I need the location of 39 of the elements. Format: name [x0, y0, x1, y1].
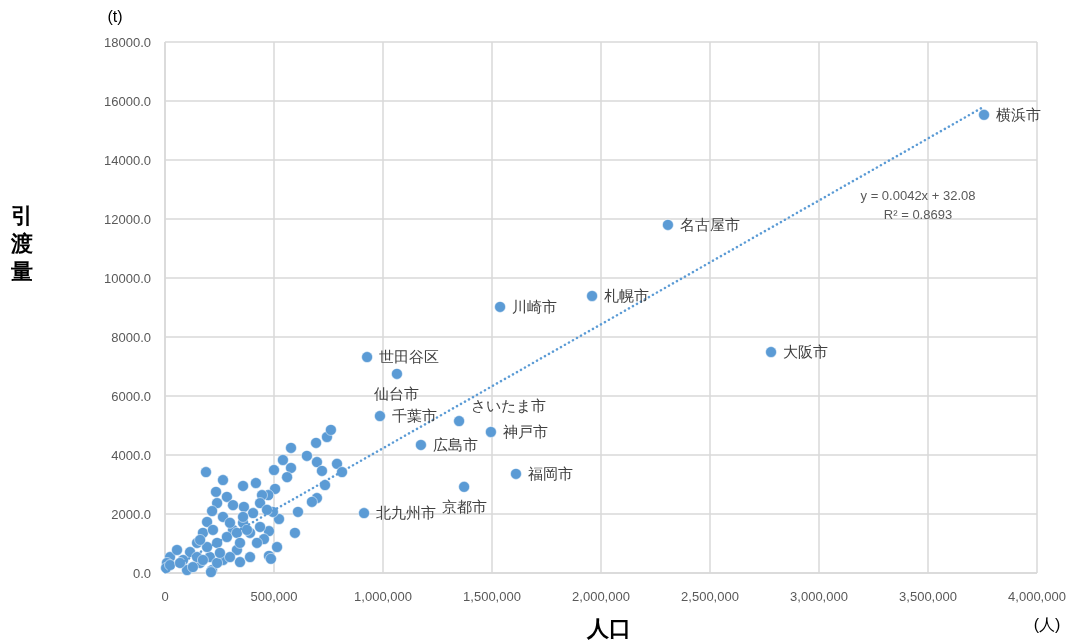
annotation: 千葉市	[391, 407, 437, 425]
y-tick-label: 2000.0	[111, 507, 151, 522]
y-tick-label: 12000.0	[104, 212, 151, 227]
text: (人)	[1033, 616, 1061, 633]
x-tick-label: 3,000,000	[790, 589, 848, 604]
annotation: R² = 0.8693	[883, 207, 953, 222]
x-axis-title: 人口	[586, 616, 631, 641]
x-tick-label: 0	[161, 589, 169, 604]
annotation: 福岡市	[527, 464, 573, 482]
y-tick-label: 14000.0	[104, 153, 151, 168]
annotation: 世田谷区	[379, 348, 440, 366]
annotation: 名古屋市	[679, 215, 740, 233]
y-tick-label: 4000.0	[111, 448, 151, 463]
annotation: 札幌市	[604, 286, 650, 304]
y-tick-label: 18000.0	[104, 35, 151, 50]
y-tick-label: 10000.0	[104, 271, 151, 286]
x-tick-label: 2,500,000	[681, 589, 739, 604]
y-tick-label: 8000.0	[111, 330, 151, 345]
annotation: 広島市	[432, 435, 478, 453]
text: (t)	[107, 8, 123, 25]
y-axis-title: 引渡量	[10, 203, 33, 284]
x-tick-label: 1,000,000	[354, 589, 412, 604]
x-tick-label: 3,500,000	[899, 589, 957, 604]
x-tick-label: 4,000,000	[1008, 589, 1066, 604]
y-tick-label: 6000.0	[111, 389, 151, 404]
annotation: 京都市	[441, 497, 487, 515]
annotation: 横浜市	[996, 105, 1042, 123]
annotation: 川崎市	[512, 297, 558, 315]
x-tick-label: 500,000	[250, 589, 298, 604]
annotation: 北九州市	[376, 504, 437, 522]
annotation: 仙台市	[374, 384, 420, 402]
x-tick-label: 2,000,000	[572, 589, 630, 604]
annotation: y = 0.0042x + 32.08	[860, 188, 976, 203]
x-tick-label: 1,500,000	[463, 589, 521, 604]
annotation: 神戸市	[502, 422, 548, 440]
y-tick-label: 0.0	[132, 566, 151, 581]
y-tick-label: 16000.0	[104, 94, 151, 109]
annotation: さいたま市	[471, 397, 547, 415]
annotation: 大阪市	[783, 343, 829, 361]
